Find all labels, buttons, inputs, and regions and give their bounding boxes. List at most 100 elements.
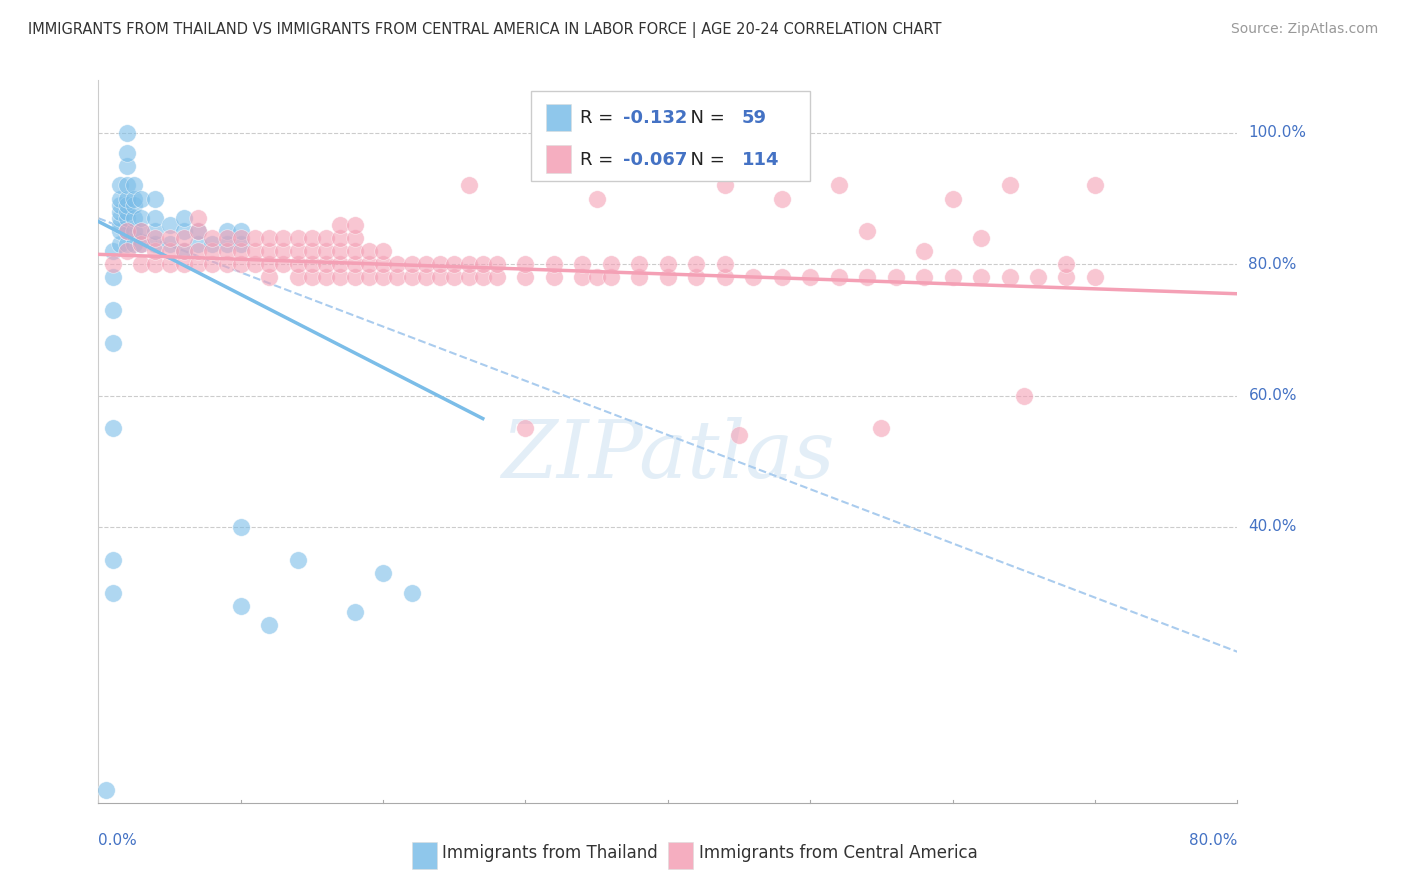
Point [301,257,323,271]
Point [173,244,195,258]
Point [243,231,266,245]
Text: 100.0%: 100.0% [1249,126,1306,140]
Point [315,231,337,245]
Text: 114: 114 [742,151,779,169]
Point [229,244,252,258]
Point [101,585,124,599]
Point [129,237,152,252]
Point [215,244,238,258]
Point [515,270,537,285]
Point [115,224,138,238]
Text: -0.132: -0.132 [623,109,688,127]
Text: Source: ZipAtlas.com: Source: ZipAtlas.com [1230,22,1378,37]
FancyBboxPatch shape [531,91,810,181]
Point [108,178,131,193]
Point [998,178,1021,193]
Point [122,237,145,252]
Point [259,257,281,271]
Point [515,257,537,271]
Point [145,237,167,252]
Point [714,270,737,285]
Point [101,336,124,351]
FancyBboxPatch shape [412,842,437,870]
Point [486,270,509,285]
FancyBboxPatch shape [668,842,693,870]
Point [770,270,793,285]
Point [101,303,124,318]
Point [628,270,651,285]
Point [115,211,138,226]
Point [101,244,124,258]
Point [145,211,167,226]
Point [912,244,935,258]
Point [401,270,423,285]
Point [357,244,380,258]
Point [243,257,266,271]
Point [159,257,181,271]
Point [129,237,152,252]
Point [401,257,423,271]
Point [259,270,281,285]
Point [215,237,238,252]
Point [187,211,209,226]
Point [714,178,737,193]
Point [101,270,124,285]
Point [1056,257,1078,271]
Point [343,218,366,232]
Point [1026,270,1049,285]
Text: -0.067: -0.067 [623,151,688,169]
Point [201,244,224,258]
Point [259,231,281,245]
Point [115,198,138,212]
Point [173,224,195,238]
Point [970,231,993,245]
Point [543,257,565,271]
Point [329,257,352,271]
Point [770,192,793,206]
Point [108,204,131,219]
Point [273,231,295,245]
Point [101,421,124,435]
Point [201,257,224,271]
Point [108,198,131,212]
Point [1084,178,1107,193]
Point [215,231,238,245]
Point [415,257,437,271]
Text: Immigrants from Central America: Immigrants from Central America [699,845,977,863]
Point [728,428,751,442]
Point [287,553,309,567]
Point [471,257,494,271]
Point [229,520,252,534]
Point [657,270,679,285]
Point [1056,270,1078,285]
Point [115,159,138,173]
Point [799,270,821,285]
Point [201,237,224,252]
Point [145,257,167,271]
Point [942,270,965,285]
Text: 60.0%: 60.0% [1249,388,1296,403]
Point [343,257,366,271]
Point [329,218,352,232]
Point [998,270,1021,285]
Point [273,244,295,258]
Point [443,257,465,271]
Point [129,224,152,238]
Text: Immigrants from Thailand: Immigrants from Thailand [443,845,658,863]
Point [129,224,152,238]
Point [115,145,138,160]
Point [628,257,651,271]
Point [742,270,765,285]
Point [685,257,707,271]
Point [145,224,167,238]
Point [115,204,138,219]
Point [159,237,181,252]
Point [94,782,117,797]
Point [145,244,167,258]
Point [571,257,593,271]
Point [457,257,479,271]
Point [159,231,181,245]
Point [115,244,138,258]
Point [108,218,131,232]
Point [315,270,337,285]
